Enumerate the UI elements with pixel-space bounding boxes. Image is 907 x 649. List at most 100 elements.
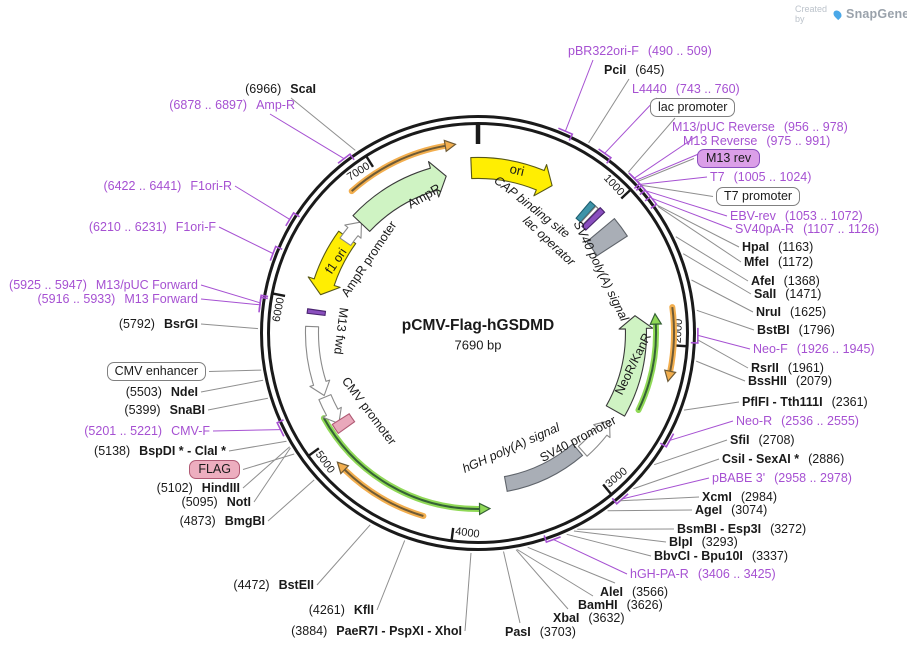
- primer-name: Neo-R: [736, 414, 773, 428]
- leader-line: [316, 524, 371, 586]
- feature-name: lac promoter: [658, 100, 728, 114]
- enzyme-name: BspDI * - ClaI *: [139, 444, 226, 458]
- enzyme-name: ScaI: [290, 82, 316, 96]
- primer-site-mark: [543, 535, 561, 544]
- orf-arrow-top-head: [443, 139, 457, 153]
- label-pasi: PasI (3703): [505, 624, 576, 640]
- site-position: (5095): [181, 495, 218, 509]
- label-bmgbi: (4873) BmgBI: [180, 513, 265, 529]
- primer-name: Neo-F: [753, 342, 788, 356]
- leader-line: [200, 379, 264, 393]
- site-position: (1172): [778, 255, 814, 269]
- label-noti: (5095) NotI: [182, 494, 251, 510]
- feature-name: CMV enhancer: [114, 364, 198, 378]
- site-position: (743 .. 760): [675, 82, 740, 96]
- site-position: (5916 .. 5933): [37, 292, 116, 306]
- site-position: (3293): [701, 535, 738, 549]
- enzyme-name: PciI: [604, 63, 627, 77]
- feature-name: FLAG: [198, 462, 231, 476]
- site-position: (1107 .. 1126): [803, 222, 880, 236]
- feature-name: M13 rev: [706, 151, 752, 165]
- label-afei: AfeI (1368): [751, 273, 820, 289]
- leader-line: [697, 334, 751, 350]
- enzyme-name: BstEII: [278, 578, 314, 592]
- label-ndei: (5503) NdeI: [126, 384, 198, 400]
- leader-line: [218, 226, 274, 254]
- feature-cmv-enhancer: [304, 325, 331, 397]
- label-xcmi: XcmI (2984): [702, 489, 777, 505]
- site-position: (5925 .. 5947): [9, 278, 87, 292]
- enzyme-name: BlpI: [669, 535, 693, 549]
- leader-line: [527, 546, 616, 584]
- label-t7-promoter: T7 promoter: [716, 187, 801, 206]
- enzyme-name: BmgBI: [224, 514, 265, 528]
- enzyme-name: BstBI: [757, 323, 790, 337]
- label-m13-puc-forward: (5925 .. 5947) M13/pUC Forward: [9, 277, 198, 293]
- orf-arrow-bottom-orange-head: [336, 461, 350, 475]
- leader-line: [269, 113, 345, 160]
- leader-line: [566, 533, 652, 557]
- leader-line: [656, 204, 740, 248]
- leader-line: [200, 298, 260, 306]
- primer-name: hGH-PA-R: [630, 567, 689, 581]
- enzyme-name: SnaBI: [169, 403, 205, 417]
- label-f1ori-f: (6210 .. 6231) F1ori-F: [89, 219, 216, 235]
- enzyme-name: PflFI - Tth111I: [742, 395, 823, 409]
- site-position: (5792): [118, 317, 155, 331]
- primer-site-mark: [285, 211, 300, 227]
- leader-line: [242, 446, 291, 489]
- label-snabi: (5399) SnaBI: [124, 402, 205, 418]
- primer-name: L4440: [632, 82, 667, 96]
- label-bsmbi-esp3i: BsmBI - Esp3I (3272): [677, 521, 806, 537]
- primer-name: CMV-F: [171, 424, 210, 438]
- site-position: (3406 .. 3425): [697, 567, 776, 581]
- primer-name: pBR322ori-F: [568, 44, 639, 58]
- label-paer7i-pspxi-xhoi: (3884) PaeR7I - PspXI - XhoI: [291, 623, 462, 639]
- leader-line: [515, 549, 569, 610]
- primer-site-mark: [269, 245, 283, 261]
- orf-arrow-right-orange-head: [663, 369, 677, 383]
- label-xbai: XbaI (3632): [553, 610, 625, 626]
- feature-name: T7 promoter: [724, 189, 793, 203]
- label-nrui: NruI (1625): [756, 304, 826, 320]
- feature-neor-kanr: [605, 315, 654, 417]
- label-pbr322ori-f: pBR322ori-F (490 .. 509): [568, 43, 712, 59]
- created-by-text: Created by: [795, 4, 828, 24]
- leader-line: [651, 197, 733, 230]
- site-position: (3703): [539, 625, 576, 639]
- leader-line: [675, 236, 749, 282]
- leader-line: [376, 540, 406, 611]
- label-scai: (6966) ScaI: [245, 81, 316, 97]
- site-position: (5102): [156, 481, 193, 495]
- enzyme-name: XbaI: [553, 611, 580, 625]
- site-position: (6966): [245, 82, 282, 96]
- site-position: (6422 .. 6441): [103, 179, 182, 193]
- orf-arrow-bottom-orange: [343, 468, 424, 517]
- feature-sv40-promoter: [577, 420, 611, 457]
- site-position: (3337): [751, 549, 789, 563]
- label-ebv-rev: EBV-rev (1053 .. 1072): [730, 208, 863, 224]
- enzyme-name: HpaI: [742, 240, 770, 254]
- primer-name: M13 Reverse: [683, 134, 758, 148]
- enzyme-name: AleI: [600, 585, 623, 599]
- label-bspdi-clai: (5138) BspDI * - ClaI *: [94, 443, 226, 459]
- site-position: (3272): [770, 522, 807, 536]
- label-flag-tag: FLAG: [189, 460, 240, 479]
- label-neo-f: Neo-F (1926 .. 1945): [753, 341, 875, 357]
- enzyme-name: AfeI: [751, 274, 775, 288]
- tick-label: 1000: [601, 172, 627, 198]
- leader-line: [641, 184, 714, 197]
- label-alei: AleI (3566): [600, 584, 668, 600]
- tick-label: 5000: [313, 449, 337, 476]
- snapgene-brand-text: SnapGene: [846, 7, 907, 21]
- enzyme-name: NdeI: [170, 385, 198, 399]
- backbone-inner-ring: [267, 122, 689, 544]
- tick-label: 6000: [271, 297, 287, 323]
- enzyme-name: BsrGI: [163, 317, 198, 331]
- leader-line: [207, 397, 268, 411]
- site-position: (645): [635, 63, 665, 77]
- enzyme-name: BsmBI - Esp3I: [677, 522, 762, 536]
- enzyme-name: SfiI: [730, 433, 750, 447]
- site-position: (2984): [740, 490, 778, 504]
